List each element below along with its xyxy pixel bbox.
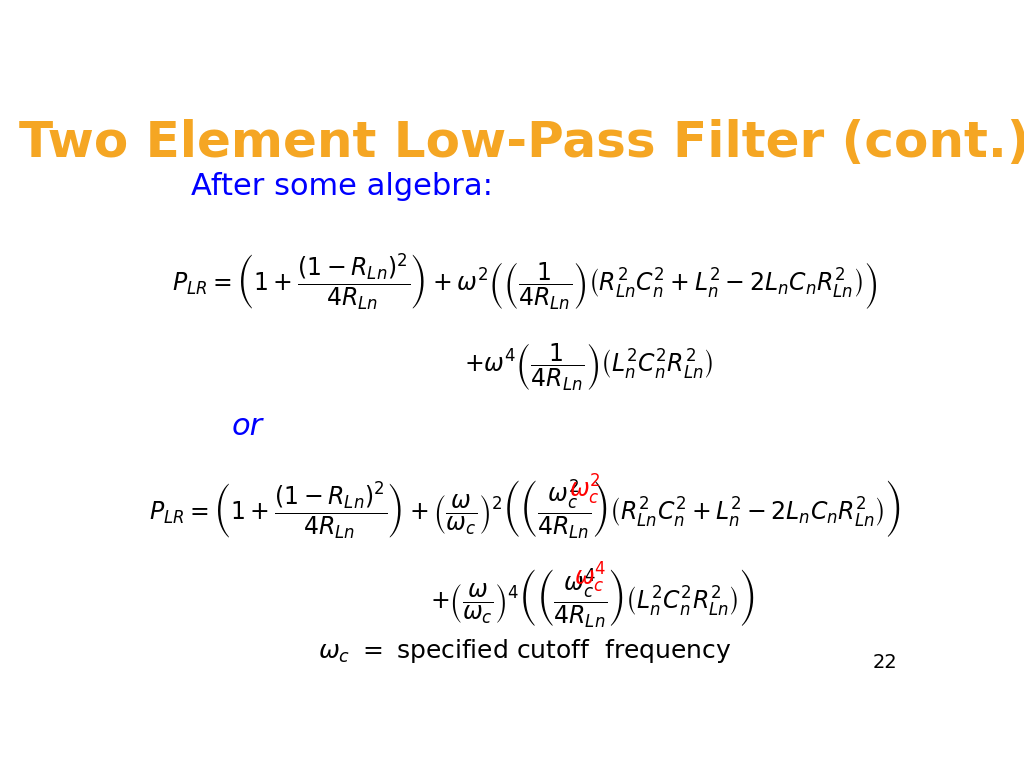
Text: $\omega_{c}^{2}$: $\omega_{c}^{2}$ (569, 472, 601, 507)
Text: $P_{LR} = \left(1+\dfrac{\left(1-R_{Ln}\right)^{2}}{4R_{Ln}}\right)+\left(\dfrac: $P_{LR} = \left(1+\dfrac{\left(1-R_{Ln}\… (150, 477, 900, 541)
Text: or: or (231, 412, 262, 441)
Text: 22: 22 (873, 653, 898, 672)
Text: Two Element Low-Pass Filter (cont.): Two Element Low-Pass Filter (cont.) (19, 119, 1024, 167)
Text: $+\omega^{4}\left(\dfrac{1}{4R_{Ln}}\right)\left(L_{n}^{2}C_{n}^{2}R_{Ln}^{2}\ri: $+\omega^{4}\left(\dfrac{1}{4R_{Ln}}\rig… (464, 341, 713, 393)
Text: $P_{LR} = \left(1+\dfrac{\left(1-R_{Ln}\right)^{2}}{4R_{Ln}}\right)+\omega^{2}\l: $P_{LR} = \left(1+\dfrac{\left(1-R_{Ln}\… (172, 251, 878, 312)
Text: $+\left(\dfrac{\omega}{\omega_{c}}\right)^{4}\left(\left(\dfrac{\omega_{c}^{4}}{: $+\left(\dfrac{\omega}{\omega_{c}}\right… (430, 566, 755, 630)
Text: $\omega_{c}\ =\ $specified cutoff  frequency: $\omega_{c}\ =\ $specified cutoff freque… (318, 637, 731, 665)
Text: After some algebra:: After some algebra: (191, 172, 494, 201)
Text: $\omega_{c}^{4}$: $\omega_{c}^{4}$ (573, 561, 606, 595)
